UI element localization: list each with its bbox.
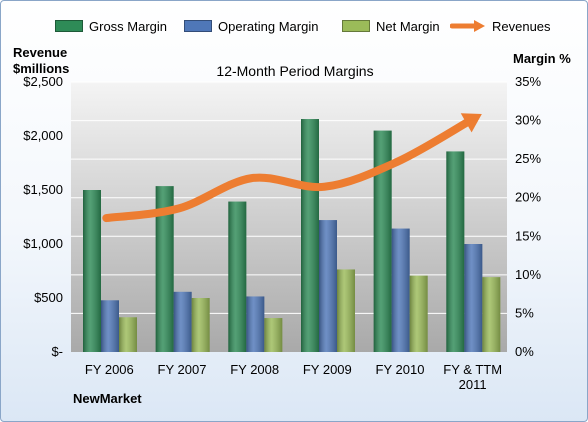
legend-label-gross-margin: Gross Margin: [89, 18, 168, 34]
revenue-arrowhead: [460, 113, 482, 133]
left-axis-label-line1: Revenue: [13, 45, 68, 60]
bar-shade: [446, 151, 465, 352]
right-tick-label: 0%: [515, 344, 534, 359]
category-label: FY 2008: [230, 362, 279, 377]
company-label: NewMarket: [73, 391, 142, 406]
chart-title: 12-Month Period Margins: [216, 63, 374, 79]
right-tick-label: 15%: [515, 228, 541, 243]
legend-item-operating-margin: Operating Margin: [184, 15, 318, 37]
legend-arrow-revenues: [450, 20, 485, 32]
bar-shade: [482, 277, 501, 352]
legend-swatch-gross-margin: [55, 20, 83, 32]
right-axis-label: Margin %: [513, 51, 571, 66]
bar-shade: [155, 186, 174, 352]
bar-shade: [246, 296, 265, 352]
bar-shade: [373, 130, 392, 352]
bar-shade: [191, 298, 210, 352]
legend: Gross Margin Operating Margin Net Margin…: [1, 15, 587, 37]
left-tick-label: $-: [51, 344, 63, 359]
legend-item-gross-margin: Gross Margin: [55, 15, 167, 37]
left-axis-label-line2: $millions: [13, 61, 70, 76]
right-tick-label: 10%: [515, 267, 541, 282]
right-tick-label: 5%: [515, 305, 534, 320]
bar-shade: [264, 318, 283, 352]
bar-shade: [101, 300, 119, 352]
category-label: FY 2007: [158, 362, 207, 377]
left-tick-label: $2,500: [23, 74, 63, 89]
category-label: 2011: [459, 377, 487, 392]
bar-shade: [391, 228, 410, 352]
right-tick-label: 35%: [515, 74, 541, 89]
left-tick-label: $1,000: [23, 236, 63, 251]
right-tick-label: 30%: [515, 113, 541, 128]
right-tick-label: 25%: [515, 151, 541, 166]
legend-label-revenues: Revenues: [492, 18, 551, 34]
left-tick-label: $2,000: [23, 128, 63, 143]
bar-shade: [337, 269, 355, 352]
bar-shade: [228, 201, 247, 352]
revenue-line: [102, 116, 474, 223]
bar-shade: [409, 275, 428, 352]
legend-item-revenues: Revenues: [450, 15, 551, 37]
right-tick-label: 20%: [515, 190, 541, 205]
legend-item-net-margin: Net Margin: [342, 15, 440, 37]
bar-shade: [301, 119, 319, 353]
category-label: FY & TTM: [443, 362, 502, 377]
bar-shade: [319, 220, 337, 352]
category-label: FY 2010: [376, 362, 425, 377]
left-tick-label: $500: [34, 290, 63, 305]
category-label: FY 2009: [303, 362, 352, 377]
bar-shade: [464, 244, 483, 352]
category-label: FY 2006: [85, 362, 134, 377]
legend-swatch-operating-margin: [184, 20, 212, 32]
legend-swatch-net-margin: [342, 20, 370, 32]
legend-label-operating-margin: Operating Margin: [218, 18, 319, 34]
bar-shade: [119, 317, 137, 352]
legend-label-net-margin: Net Margin: [376, 18, 440, 34]
bar-shade: [83, 190, 101, 352]
left-tick-label: $1,500: [23, 182, 63, 197]
bar-shade: [173, 291, 192, 352]
